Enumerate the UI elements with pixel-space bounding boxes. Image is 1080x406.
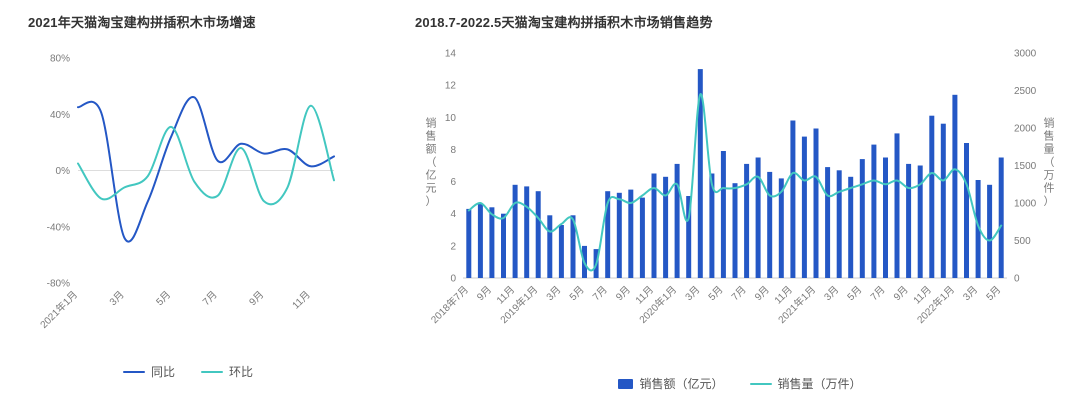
growth-series-line-1 (77, 104, 335, 206)
svg-text:9月: 9月 (247, 289, 266, 308)
sales-volume-legend-label: 销售量（万件） (777, 377, 862, 391)
svg-text:元: 元 (426, 183, 437, 195)
svg-text:0%: 0% (56, 166, 71, 177)
svg-text:量: 量 (1044, 143, 1055, 156)
svg-text:5月: 5月 (845, 284, 864, 303)
svg-text:80%: 80% (50, 54, 70, 65)
legend-item-sales-volume[interactable]: 销售量（万件） (749, 375, 862, 392)
svg-text:11月: 11月 (290, 289, 313, 312)
svg-text:5月: 5月 (706, 284, 725, 303)
svg-text:8: 8 (450, 145, 456, 156)
svg-text:（: （ (1044, 156, 1055, 169)
svg-text:7月: 7月 (868, 284, 887, 303)
sales-volume-line-swatch (749, 382, 772, 385)
sales-trend-chart-title: 2018.7-2022.5天猫淘宝建构拼插积木市场销售趋势 (415, 15, 713, 30)
svg-text:9月: 9月 (475, 284, 494, 303)
svg-text:9月: 9月 (752, 284, 771, 303)
yoy-legend-label: 同比 (150, 365, 175, 379)
growth-chart-plot: 80% 40% 0% -40% -80%2021年1月 3月 5月 7月 9月 11月 (37, 54, 335, 331)
sales-amount-legend-label: 销售额（亿元） (639, 377, 724, 391)
svg-text:40%: 40% (50, 110, 70, 121)
growth-y-axis-labels: 80% 40% 0% -40% -80% (47, 54, 70, 290)
sales-left-axis-title: 销售额（亿元） (426, 116, 437, 208)
yoy-line-swatch (122, 370, 145, 373)
svg-text:14: 14 (445, 49, 457, 60)
svg-text:7月: 7月 (200, 289, 219, 308)
svg-text:2018年7月: 2018年7月 (428, 283, 471, 326)
legend-item-sales-amount[interactable]: 销售额（亿元） (618, 375, 724, 392)
sales-left-axis-labels: 0 2 4 6 8 10 12 14 (445, 49, 457, 285)
svg-text:7月: 7月 (590, 284, 609, 303)
svg-text:500: 500 (1014, 236, 1031, 247)
svg-text:亿: 亿 (426, 169, 437, 182)
svg-text:9月: 9月 (891, 284, 910, 303)
svg-text:-80%: -80% (47, 279, 70, 290)
svg-text:（: （ (426, 156, 437, 169)
svg-text:3月: 3月 (683, 284, 702, 303)
svg-text:2000: 2000 (1014, 124, 1037, 135)
sales-amount-bars (466, 69, 1004, 279)
svg-text:-40%: -40% (47, 222, 70, 233)
sales-trend-chart-plot: 02468101214050010001500200025003000销售额（亿… (426, 49, 1055, 326)
sales-trend-chart-legend: 销售额（亿元） 销售量（万件） (415, 375, 1065, 392)
svg-text:件: 件 (1044, 182, 1055, 195)
svg-text:售: 售 (426, 129, 437, 143)
svg-text:销: 销 (426, 116, 437, 130)
legend-item-mom[interactable]: 环比 (201, 363, 253, 380)
svg-text:5月: 5月 (154, 289, 173, 308)
svg-text:2500: 2500 (1014, 86, 1037, 97)
svg-text:5月: 5月 (567, 284, 586, 303)
mom-legend-label: 环比 (229, 365, 254, 379)
svg-text:7月: 7月 (729, 284, 748, 303)
svg-text:6: 6 (450, 177, 456, 188)
mom-line-swatch (201, 370, 223, 373)
svg-text:额: 额 (426, 143, 437, 156)
svg-text:万: 万 (1044, 170, 1055, 182)
svg-text:4: 4 (450, 209, 456, 220)
svg-text:1000: 1000 (1014, 199, 1037, 210)
svg-text:销: 销 (1044, 116, 1055, 130)
svg-text:3月: 3月 (822, 284, 841, 303)
svg-text:5月: 5月 (984, 284, 1003, 303)
svg-text:）: ） (1044, 195, 1055, 208)
svg-text:12: 12 (445, 81, 457, 92)
growth-chart-legend: 同比 环比 (28, 363, 348, 380)
svg-text:1500: 1500 (1014, 161, 1037, 172)
growth-series-line-0 (77, 96, 335, 243)
growth-chart-title: 2021年天猫淘宝建构拼插积木市场增速 (28, 15, 256, 30)
svg-text:0: 0 (450, 274, 456, 285)
growth-chart-section: 2021年天猫淘宝建构拼插积木市场增速 80% 40% 0% -40% -80% 2021… (28, 6, 348, 380)
growth-x-axis-labels: 2021年1月 3月 5月 7月 9月 11月 (37, 288, 313, 331)
svg-text:10: 10 (445, 113, 457, 124)
sales-volume-line (467, 93, 1003, 272)
svg-text:9月: 9月 (613, 284, 632, 303)
svg-text:售: 售 (1044, 129, 1055, 143)
svg-text:3月: 3月 (107, 289, 126, 308)
sales-amount-bar-swatch (618, 378, 634, 389)
svg-text:2: 2 (450, 241, 456, 252)
legend-item-yoy[interactable]: 同比 (122, 363, 175, 380)
sales-right-axis-title: 销售量（万件） (1044, 116, 1055, 208)
sales-right-axis-labels: 0 500 1000 1500 2000 2500 3000 (1014, 49, 1037, 285)
svg-text:2021年1月: 2021年1月 (37, 288, 80, 331)
svg-text:）: ） (426, 195, 437, 208)
svg-text:3月: 3月 (961, 284, 980, 303)
svg-text:3月: 3月 (544, 284, 563, 303)
sales-trend-chart-section: 2018.7-2022.5天猫淘宝建构拼插积木市场销售趋势 0 2 4 6 8 10 12 1… (415, 6, 1065, 392)
svg-text:0: 0 (1014, 274, 1020, 285)
svg-text:3000: 3000 (1014, 49, 1037, 60)
